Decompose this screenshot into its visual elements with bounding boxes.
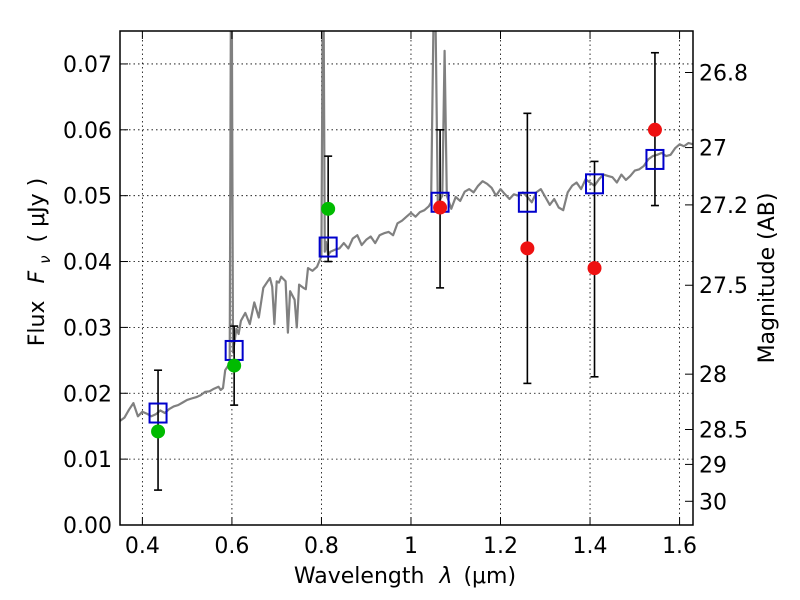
model-square-series xyxy=(148,148,665,424)
y-axis-label-unit: ( μJy ) xyxy=(25,178,50,243)
right-tick-label: 28 xyxy=(699,363,727,388)
axis-ticks: 0.4 0.6 0.8 1 1.2 1.4 1.6 0.00 0.01 0.02 0.03 0.04 0… xyxy=(63,31,748,559)
y-tick-label: 0.07 xyxy=(63,53,112,78)
y-tick-label: 0.01 xyxy=(63,448,112,473)
y-axis-label-subscript: ν xyxy=(36,255,54,263)
red-data-point xyxy=(433,200,448,215)
spectrum-series xyxy=(120,31,693,422)
x-tick-label: 0.4 xyxy=(125,534,160,559)
green-data-point xyxy=(321,201,336,216)
x-tick-label: 0.6 xyxy=(214,534,249,559)
model-square xyxy=(148,402,168,424)
right-tick-label: 26.8 xyxy=(699,61,748,86)
y-axis-label-text: Flux xyxy=(25,300,50,346)
x-tick-label: 1.4 xyxy=(573,534,608,559)
y-tick-label: 0.00 xyxy=(63,514,112,539)
right-axis-label: Magnitude (AB) xyxy=(755,193,780,364)
model-square xyxy=(585,173,605,195)
grid-lines xyxy=(120,31,693,526)
y-tick-label: 0.04 xyxy=(63,251,112,276)
green-data-point xyxy=(227,358,242,373)
red-data-point xyxy=(587,261,602,276)
x-axis-label: Wavelength λ (μm) xyxy=(294,564,516,589)
model-square xyxy=(517,191,537,213)
y-axis-label: Flux F ν ( μJy ) xyxy=(25,178,56,346)
right-tick-label: 27.2 xyxy=(699,194,748,219)
spectrum-line xyxy=(120,31,693,422)
model-square xyxy=(645,148,665,170)
green-data-point xyxy=(151,424,166,439)
model-square xyxy=(318,236,338,258)
red-data-point xyxy=(647,122,662,137)
x-tick-label: 1.6 xyxy=(662,534,697,559)
x-axis-label-lambda: λ xyxy=(438,564,452,589)
detection-dot-series xyxy=(151,122,662,439)
x-axis-label-text: Wavelength xyxy=(294,564,425,589)
right-tick-label: 28.5 xyxy=(699,418,748,443)
y-tick-label: 0.06 xyxy=(63,119,112,144)
x-tick-label: 1.2 xyxy=(483,534,518,559)
right-tick-label: 27 xyxy=(699,137,727,162)
x-tick-label: 1 xyxy=(404,534,418,559)
x-axis-label-unit: (μm) xyxy=(463,564,516,589)
plot-frame xyxy=(119,30,694,526)
x-tick-label: 0.8 xyxy=(304,534,339,559)
y-tick-label: 0.03 xyxy=(63,316,112,341)
y-axis-label-symbol: F xyxy=(25,270,50,283)
y-tick-label: 0.02 xyxy=(63,382,112,407)
red-data-point xyxy=(520,241,535,256)
y-tick-label: 0.05 xyxy=(63,185,112,210)
right-tick-label: 29 xyxy=(699,453,727,478)
right-tick-label: 27.5 xyxy=(699,274,748,299)
right-tick-label: 30 xyxy=(699,490,727,515)
